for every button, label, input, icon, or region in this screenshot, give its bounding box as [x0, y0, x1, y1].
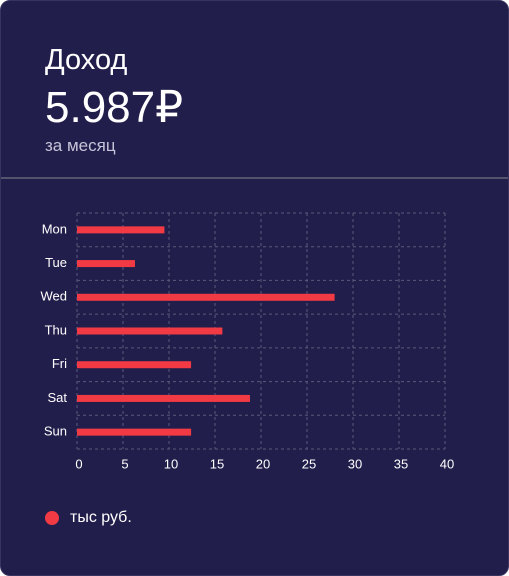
x-tick-label-4: 20	[256, 456, 270, 471]
y-tick-label-sun: Sun	[44, 424, 67, 439]
x-tick-label-7: 35	[394, 456, 408, 471]
bar-wed	[77, 294, 335, 301]
y-tick-label-tue: Tue	[45, 255, 67, 270]
bar-thu	[77, 328, 222, 335]
legend-label: тыс руб.	[70, 509, 132, 527]
income-bar-chart: Mon Tue Wed Thu Fri Sat Sun 0 5 10 15 20 25 30 35 40	[1, 196, 509, 486]
x-tick-label-5: 25	[302, 456, 316, 471]
y-tick-label-mon: Mon	[42, 221, 67, 236]
y-tick-label-sat: Sat	[47, 390, 67, 405]
x-tick-label-0: 0	[75, 456, 82, 471]
card-title: Доход	[45, 43, 127, 77]
x-tick-label-6: 30	[348, 456, 362, 471]
x-axis-labels: 0 5 10 15 20 25 30 35 40	[75, 456, 454, 471]
y-tick-label-fri: Fri	[52, 356, 67, 371]
bar-sun	[77, 429, 191, 436]
bar-mon	[77, 226, 164, 233]
x-tick-label-2: 10	[164, 456, 178, 471]
bar-tue	[77, 260, 135, 267]
x-tick-label-8: 40	[440, 456, 454, 471]
bar-fri	[77, 361, 191, 368]
chart-legend: тыс руб.	[45, 507, 132, 529]
bar-sat	[77, 395, 250, 402]
x-tick-label-3: 15	[210, 456, 224, 471]
income-amount: 5.987₽	[45, 83, 183, 133]
period-label: за месяц	[45, 136, 116, 156]
divider	[1, 177, 509, 179]
y-tick-label-wed: Wed	[41, 289, 68, 304]
y-axis-labels: Mon Tue Wed Thu Fri Sat Sun	[41, 221, 68, 438]
legend-dot-icon	[45, 511, 59, 525]
y-tick-label-thu: Thu	[45, 322, 67, 337]
bars	[77, 226, 335, 435]
x-tick-label-1: 5	[121, 456, 128, 471]
